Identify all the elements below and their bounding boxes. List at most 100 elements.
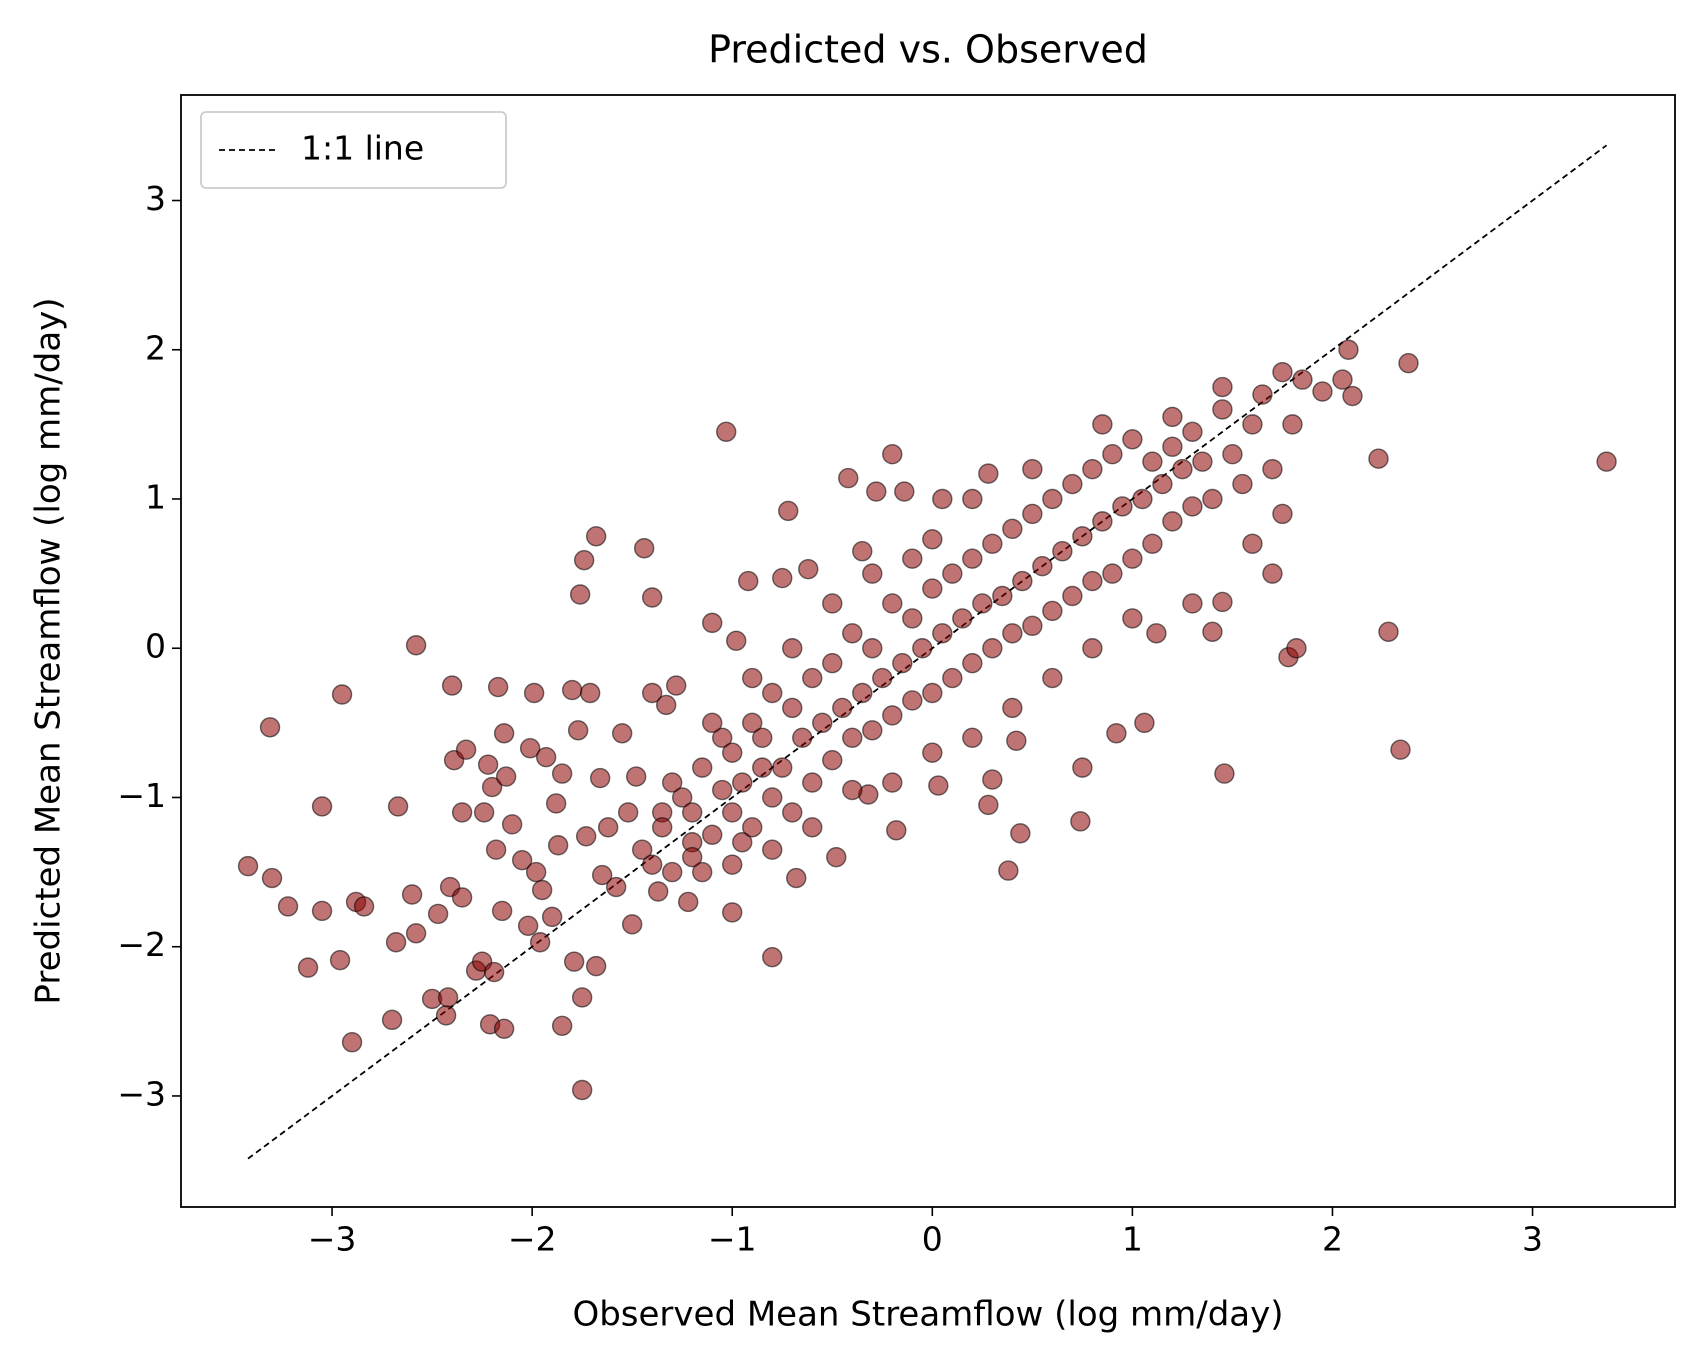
point	[798, 558, 819, 580]
point	[692, 757, 713, 778]
point	[1006, 730, 1027, 751]
point	[992, 585, 1013, 607]
point	[665, 675, 687, 696]
point	[473, 802, 495, 823]
point	[341, 1032, 363, 1053]
point	[1232, 473, 1253, 495]
point	[1072, 526, 1093, 547]
point	[922, 742, 943, 763]
point	[726, 630, 747, 651]
point	[778, 500, 799, 522]
point	[1262, 563, 1283, 584]
point	[826, 846, 847, 868]
point	[501, 814, 523, 835]
point	[1092, 414, 1113, 435]
point	[1596, 451, 1617, 472]
point	[1252, 384, 1273, 405]
point	[1022, 458, 1043, 480]
y-tick-label: 0	[145, 627, 166, 666]
point	[567, 720, 589, 741]
point	[932, 623, 953, 644]
point	[702, 824, 723, 845]
point	[702, 612, 723, 634]
point	[1134, 712, 1155, 734]
point	[928, 775, 949, 796]
point	[952, 608, 973, 629]
point	[894, 481, 915, 502]
point	[1082, 458, 1103, 480]
point	[385, 932, 407, 953]
point	[261, 867, 283, 889]
point	[655, 694, 677, 716]
point	[1022, 615, 1043, 637]
point	[1032, 555, 1053, 577]
point	[782, 697, 803, 719]
point	[842, 623, 863, 644]
point	[886, 820, 907, 841]
point	[541, 906, 563, 928]
point	[1332, 369, 1353, 390]
point	[998, 860, 1019, 881]
point	[738, 570, 759, 592]
point	[902, 548, 923, 569]
y-tick-label: 2	[145, 328, 166, 367]
point	[1102, 444, 1123, 465]
point	[962, 727, 983, 748]
point	[1082, 638, 1103, 659]
x-tick-label: 0	[922, 1220, 943, 1259]
point	[1282, 414, 1303, 435]
point	[1012, 570, 1033, 592]
point	[802, 667, 823, 689]
point	[353, 896, 375, 917]
point	[1182, 421, 1203, 443]
point	[786, 867, 807, 889]
point	[1112, 496, 1133, 517]
point	[1262, 458, 1283, 480]
point	[722, 854, 743, 875]
point	[1062, 473, 1083, 495]
point	[1142, 451, 1163, 472]
point	[437, 987, 459, 1008]
point	[495, 766, 517, 787]
point	[1022, 503, 1043, 525]
point	[589, 767, 611, 789]
point	[483, 961, 505, 983]
point	[1342, 385, 1363, 407]
point	[1092, 511, 1113, 532]
point	[772, 757, 793, 778]
point	[1122, 548, 1143, 569]
y-tick-label: −1	[117, 776, 166, 815]
point	[477, 754, 499, 775]
point	[782, 802, 803, 823]
point	[1052, 541, 1073, 562]
point	[1272, 503, 1293, 525]
point	[493, 1018, 515, 1040]
point	[732, 772, 753, 793]
point	[441, 675, 463, 696]
point	[712, 727, 733, 748]
point	[852, 682, 873, 704]
point	[852, 541, 873, 562]
point	[1162, 406, 1183, 428]
point	[605, 876, 627, 898]
point	[481, 776, 503, 798]
point	[641, 587, 663, 608]
point	[802, 817, 823, 838]
point	[511, 849, 533, 871]
point	[571, 987, 593, 1008]
point	[1070, 811, 1091, 832]
point	[435, 1005, 457, 1026]
point	[1172, 458, 1193, 480]
point	[563, 951, 585, 972]
point	[972, 593, 993, 614]
point	[1132, 488, 1153, 510]
point	[1182, 496, 1203, 517]
point	[882, 705, 903, 726]
point	[427, 903, 449, 925]
point	[1162, 436, 1183, 457]
legend-label: 1:1 line	[301, 129, 424, 168]
point	[922, 578, 943, 599]
point	[742, 667, 763, 689]
